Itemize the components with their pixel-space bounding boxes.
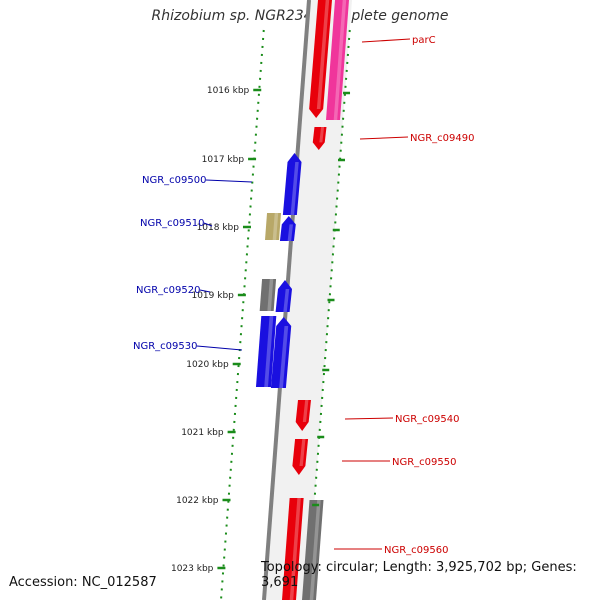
gene-NGR_c09510-shade bbox=[287, 224, 293, 241]
gene-gray-lower-shade bbox=[309, 500, 321, 600]
gene-label-reverse: NGR_c09530 bbox=[133, 341, 198, 352]
leader-line bbox=[205, 179, 253, 183]
gene-magenta bbox=[326, 0, 349, 120]
gene-gray-upper bbox=[259, 279, 277, 311]
gene-NGR_c09550 bbox=[292, 439, 309, 475]
gene-label-forward: NGR_c09550 bbox=[392, 457, 457, 468]
tick-label: 1022 kbp bbox=[176, 496, 219, 506]
gene-NGR_c09500 bbox=[282, 153, 302, 215]
gene-NGR_c09560-shade bbox=[289, 498, 301, 600]
tick-label: 1021 kbp bbox=[181, 428, 224, 438]
gene-NGR_c09530-shade bbox=[279, 326, 289, 388]
gene-magenta-shade bbox=[333, 0, 347, 120]
gene-label-reverse: NGR_c09500 bbox=[142, 175, 207, 186]
leader-line bbox=[361, 38, 411, 43]
accession-label: Accession: NC_012587 bbox=[9, 575, 157, 590]
gene-label-forward: NGR_c09490 bbox=[410, 133, 475, 144]
gene-gray-lower bbox=[302, 500, 324, 600]
topology-summary: Topology: circular; Length: 3,925,702 bp… bbox=[261, 560, 577, 590]
leader-line bbox=[196, 345, 243, 351]
gene-NGR_c09490-shade bbox=[319, 127, 325, 143]
gene-NGR_c09530 bbox=[270, 317, 292, 388]
gene-NGR_c09520-shade bbox=[283, 289, 290, 312]
gene-gray-upper-shade bbox=[267, 279, 274, 311]
figure-title: Rhizobium sp. NGR234, complete genome bbox=[151, 8, 449, 24]
gene-NGR_c09530-b bbox=[255, 316, 277, 387]
leader-line bbox=[203, 222, 213, 227]
kbp-ticks: 1016 kbp 1017 kbp 1018 kbp 1019 kbp 1020 kbp… bbox=[171, 86, 351, 574]
gene-NGR_c09520 bbox=[275, 280, 292, 312]
leader-line bbox=[199, 289, 211, 293]
tick-label: 1019 kbp bbox=[191, 291, 234, 301]
gene-NGR_c09550-shade bbox=[299, 439, 306, 466]
gene-label-forward: NGR_c09560 bbox=[384, 545, 449, 556]
gene-NGR_c09530-b-shade bbox=[264, 316, 274, 387]
track-band bbox=[265, 0, 352, 600]
gene-parC bbox=[309, 0, 332, 118]
gene-NGR_c09540-shade bbox=[302, 400, 309, 422]
tick-label: 1018 kbp bbox=[197, 223, 240, 233]
gene-label-reverse: NGR_c09510 bbox=[140, 218, 205, 229]
inner-scale bbox=[220, 29, 265, 600]
gene-NGR_c09500-shade bbox=[290, 162, 299, 215]
gene-tan-shade bbox=[272, 213, 279, 240]
gene-labels: parC NGR_c09490 NGR_c09540 NGR_c09550 NGR_c0… bbox=[133, 35, 475, 556]
gene-NGR_c09510 bbox=[279, 216, 296, 241]
gene-NGR_c09490 bbox=[312, 127, 327, 150]
gene-NGR_c09560 bbox=[282, 498, 304, 600]
gene-label-reverse: NGR_c09520 bbox=[136, 285, 201, 296]
gene-tan bbox=[265, 213, 282, 240]
gene-label-forward: parC bbox=[412, 35, 436, 46]
tick-label: 1016 kbp bbox=[207, 86, 250, 96]
tick-label: 1020 kbp bbox=[186, 360, 229, 370]
gene-label-forward: NGR_c09540 bbox=[395, 414, 460, 425]
gene-parC-shade bbox=[316, 0, 330, 109]
leader-line bbox=[344, 417, 394, 420]
gene-features bbox=[255, 0, 349, 600]
tick-label: 1023 kbp bbox=[171, 564, 214, 574]
leader-line bbox=[359, 136, 409, 140]
gene-NGR_c09540 bbox=[295, 400, 311, 431]
tick-label: 1017 kbp bbox=[202, 155, 245, 165]
